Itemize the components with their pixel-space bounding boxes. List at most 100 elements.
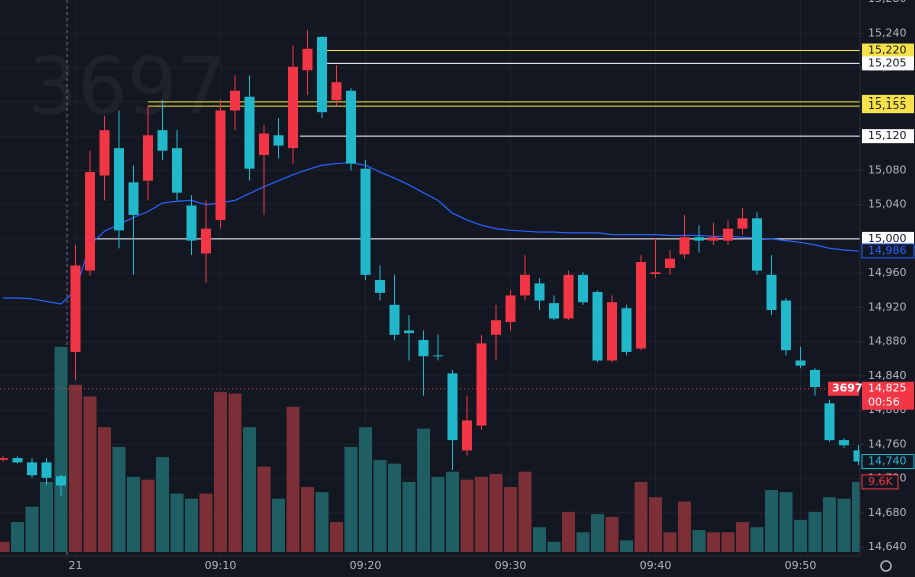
- candle-body: [752, 218, 762, 271]
- volume-bar: [707, 532, 720, 552]
- candle-body: [549, 303, 559, 319]
- symbol-box: [828, 381, 859, 396]
- volume-bar: [649, 497, 662, 552]
- candle-body: [781, 300, 791, 351]
- volume-bar: [489, 473, 503, 552]
- volume-bar: [736, 522, 749, 552]
- y-tick-label: 14,640: [868, 540, 907, 553]
- volume-bar: [272, 498, 285, 552]
- candle-body: [636, 262, 646, 349]
- price-axis: [860, 0, 915, 577]
- candle-body: [99, 130, 110, 176]
- volume-bar: [11, 522, 24, 552]
- gear[interactable]: [880, 560, 892, 572]
- candle-body: [201, 228, 211, 254]
- x-tick-label: 09:30: [495, 559, 527, 572]
- candle-body: [143, 135, 153, 181]
- volume-bar: [0, 541, 10, 552]
- close-label-box: [861, 454, 915, 470]
- y-tick-label: 15,240: [868, 26, 907, 39]
- level-label: 15,120: [868, 129, 907, 142]
- volume-bar: [837, 498, 851, 552]
- volume-bar: [243, 427, 256, 552]
- volume-bar: [286, 406, 300, 552]
- volume-bar: [83, 396, 97, 552]
- volume-bar: [373, 460, 387, 552]
- symbol-label: 3697: [832, 382, 863, 395]
- volume-bar: [388, 463, 401, 552]
- candle-body: [520, 274, 530, 296]
- ma-label-box: [861, 243, 915, 259]
- volume-bar: [431, 476, 445, 552]
- candle-body: [70, 265, 81, 352]
- candle-body: [41, 462, 52, 478]
- volume-bar: [823, 497, 836, 552]
- y-tick-label: 15,080: [868, 163, 907, 176]
- candle-body: [737, 218, 748, 229]
- candle-body: [288, 66, 298, 149]
- candle-body: [810, 369, 820, 388]
- volume-bar: [779, 492, 793, 552]
- volume-bar: [808, 511, 822, 552]
- candle-body: [578, 274, 588, 303]
- candle-body: [534, 283, 545, 301]
- last-price-label: 14,825: [868, 382, 907, 395]
- volume-bar: [605, 516, 619, 552]
- candle-body: [766, 274, 777, 310]
- candle-body: [476, 343, 487, 426]
- volume-bar: [692, 530, 706, 552]
- candle-body: [505, 295, 516, 322]
- volume-bar: [678, 501, 691, 552]
- level-label: 15,155: [868, 99, 907, 112]
- watermark: 3697: [28, 42, 227, 132]
- volume-bar: [199, 493, 213, 552]
- ma-label: 14,986: [868, 244, 907, 257]
- x-tick-label: 09:10: [205, 559, 237, 572]
- volume-label: 9.6K: [868, 475, 893, 488]
- volume-bar: [475, 476, 488, 552]
- volume-bar: [562, 511, 575, 552]
- candle-body: [302, 48, 313, 71]
- volume-bar: [547, 541, 561, 552]
- volume-bar: [141, 479, 155, 552]
- y-tick-label: 15,040: [868, 198, 907, 211]
- candle-body: [795, 360, 806, 366]
- x-tick-label: 09:40: [640, 559, 672, 572]
- candle-body: [679, 237, 690, 255]
- volume-bar: [25, 506, 39, 552]
- candle-body: [186, 205, 197, 241]
- candle-body: [172, 148, 182, 193]
- candle-body: [375, 280, 385, 293]
- volume-bar: [533, 527, 546, 552]
- candle-body: [360, 168, 371, 275]
- candle-body: [259, 133, 269, 155]
- volume-bar: [634, 481, 648, 552]
- candle-body: [389, 304, 400, 335]
- volume-bar: [794, 519, 807, 552]
- x-tick-label: 09:20: [350, 559, 382, 572]
- candle-body: [244, 96, 255, 169]
- candle-body: [708, 237, 719, 241]
- volume-bar: [185, 498, 198, 552]
- volume-bar: [576, 532, 590, 552]
- candle-body: [418, 339, 429, 357]
- candle-body: [331, 82, 342, 101]
- volume-bar: [156, 457, 169, 552]
- volume-bar: [330, 522, 343, 552]
- level-label-box: [862, 99, 914, 114]
- level-label: 15,000: [868, 232, 907, 245]
- y-tick-label: 14,960: [868, 266, 907, 279]
- volume-bar: [170, 493, 184, 552]
- x-tick-label: 09:50: [785, 559, 817, 572]
- candle-body: [215, 110, 226, 221]
- y-tick-label: 14,680: [868, 506, 907, 519]
- volume-bar: [228, 393, 242, 552]
- volume-bar: [518, 471, 532, 552]
- candle-body: [592, 291, 603, 361]
- settings-icon[interactable]: [880, 560, 892, 572]
- volume-bar: [301, 487, 314, 552]
- volume-bar: [446, 471, 459, 552]
- volume-bar: [112, 446, 126, 552]
- volume-bar: [54, 346, 68, 552]
